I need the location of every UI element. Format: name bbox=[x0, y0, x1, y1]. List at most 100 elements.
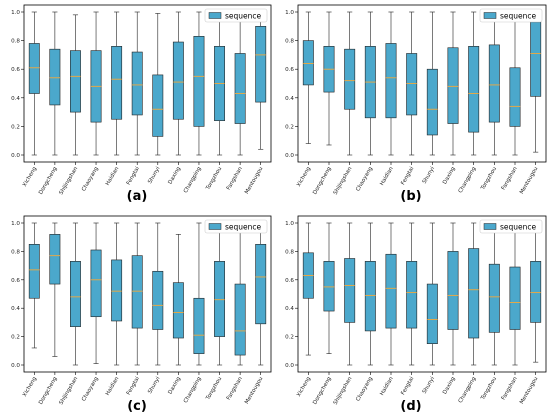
y-tick-label: 0.4 bbox=[11, 306, 20, 312]
box-body bbox=[468, 248, 480, 339]
legend-swatch bbox=[483, 12, 497, 19]
box-body bbox=[406, 261, 418, 329]
panel-label: (a) bbox=[127, 189, 148, 204]
x-tick-label: Xicheng bbox=[22, 166, 38, 188]
box-changping bbox=[468, 11, 480, 156]
box-body bbox=[193, 297, 205, 354]
box-body bbox=[172, 282, 184, 339]
x-tick-label: Dongcheng bbox=[38, 166, 59, 196]
x-tick-label: Haidian bbox=[105, 166, 120, 187]
box-mentougou bbox=[530, 11, 542, 153]
y-tick-label: 0.8 bbox=[285, 249, 294, 255]
x-tick-label: Haidian bbox=[105, 376, 120, 397]
y-tick-label: 0.8 bbox=[11, 39, 20, 45]
x-tick-label: Shunyi bbox=[422, 166, 436, 185]
box-body bbox=[111, 259, 123, 322]
y-tick-label: 0.0 bbox=[285, 363, 294, 369]
x-tick-label: Mentougou bbox=[244, 166, 264, 195]
legend: sequence bbox=[479, 8, 543, 23]
x-tick-label: Chaoyang bbox=[81, 166, 100, 192]
axes-frame bbox=[23, 215, 272, 373]
x-tick-label: Xicheng bbox=[22, 376, 38, 398]
x-tick-label: Fangshan bbox=[501, 166, 519, 191]
x-tick-label: Xicheng bbox=[296, 166, 312, 188]
x-tick-label: Fengtai bbox=[400, 166, 415, 186]
box-tongzhou bbox=[488, 11, 500, 156]
x-tick-label: Chaoyang bbox=[81, 376, 100, 402]
box-body bbox=[447, 251, 459, 330]
box-body bbox=[90, 249, 102, 318]
box-haidian bbox=[111, 222, 123, 366]
box-body bbox=[214, 261, 225, 337]
box-haidian bbox=[111, 11, 123, 156]
box-body bbox=[385, 253, 397, 329]
box-fangshan bbox=[234, 222, 246, 366]
box-shunyi bbox=[152, 222, 164, 366]
box-fengtai bbox=[131, 222, 143, 366]
legend: sequence bbox=[204, 8, 268, 23]
x-tick-label: Fangshan bbox=[501, 376, 519, 401]
x-tick-label: Shunyi bbox=[147, 376, 161, 395]
box-body bbox=[406, 53, 418, 116]
box-body bbox=[111, 46, 123, 120]
box-body bbox=[426, 283, 438, 344]
y-tick-label: 1.0 bbox=[11, 10, 20, 16]
x-tick-label: Tongzhou bbox=[205, 166, 223, 192]
axes-frame bbox=[23, 4, 272, 163]
panel-label: (d) bbox=[400, 399, 421, 414]
x-tick-label: Chaoyang bbox=[355, 166, 374, 192]
legend: sequence bbox=[204, 219, 268, 234]
y-tick-label: 0.8 bbox=[285, 39, 294, 45]
box-fangshan bbox=[509, 222, 521, 366]
box-body bbox=[447, 47, 459, 124]
x-tick-label: Fengtai bbox=[126, 376, 141, 396]
y-tick-label: 0.6 bbox=[11, 67, 20, 73]
x-tick-label: Daxing bbox=[167, 376, 182, 395]
box-changping bbox=[468, 222, 480, 366]
legend-swatch bbox=[208, 223, 222, 230]
box-body bbox=[131, 51, 143, 116]
box-body bbox=[172, 41, 184, 120]
box-dongcheng bbox=[49, 222, 61, 357]
box-mentougou bbox=[255, 11, 267, 150]
panel-label: (b) bbox=[400, 189, 421, 204]
x-tick-label: Chaoyang bbox=[355, 376, 374, 402]
box-chaoyang bbox=[364, 11, 376, 156]
box-body bbox=[255, 25, 267, 103]
box-fangshan bbox=[234, 11, 246, 156]
box-body bbox=[28, 43, 40, 94]
box-body bbox=[234, 283, 246, 356]
y-tick-label: 0.6 bbox=[285, 278, 294, 284]
x-tick-label: Daxing bbox=[167, 166, 182, 185]
y-tick-label: 0.6 bbox=[11, 278, 20, 284]
box-changping bbox=[193, 222, 205, 366]
box-mentougou bbox=[530, 222, 542, 363]
box-body bbox=[255, 244, 267, 325]
x-tick-label: Mentougou bbox=[244, 376, 264, 405]
box-body bbox=[70, 50, 81, 113]
x-tick-label: Shunyi bbox=[422, 376, 436, 395]
box-shunyi bbox=[426, 11, 438, 156]
x-tick-label: Dongcheng bbox=[312, 166, 333, 196]
box-shunyi bbox=[426, 222, 438, 366]
box-dongcheng bbox=[323, 11, 335, 146]
box-haidian bbox=[385, 11, 397, 156]
box-body bbox=[468, 46, 480, 133]
y-tick-label: 1.0 bbox=[285, 221, 294, 227]
x-tick-label: Tongzhou bbox=[205, 376, 223, 402]
x-tick-label: Fangshan bbox=[226, 166, 244, 191]
box-body bbox=[385, 43, 397, 119]
x-tick-label: Dongcheng bbox=[312, 376, 333, 406]
x-tick-label: Haidian bbox=[379, 166, 394, 187]
y-tick-label: 1.0 bbox=[285, 10, 294, 16]
box-daxing bbox=[172, 234, 184, 366]
box-shijingshan bbox=[344, 11, 356, 156]
y-tick-label: 0.2 bbox=[285, 124, 294, 130]
box-chaoyang bbox=[364, 222, 376, 366]
box-fangshan bbox=[509, 11, 521, 156]
box-daxing bbox=[172, 11, 184, 156]
box-body bbox=[488, 44, 500, 123]
box-daxing bbox=[447, 11, 459, 156]
box-body bbox=[488, 263, 500, 333]
